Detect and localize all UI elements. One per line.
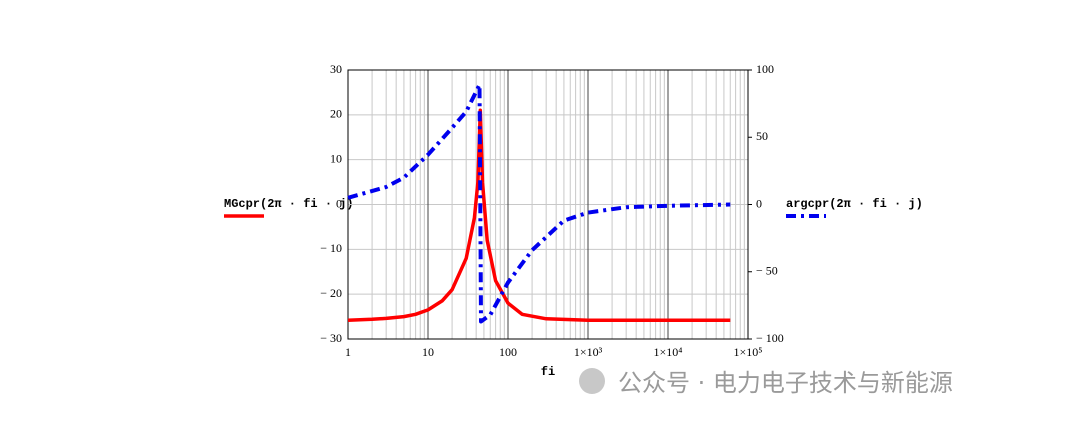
y-tick-label: − 10 (320, 241, 342, 255)
y-tick-label: 30 (330, 62, 342, 76)
y2-tick-label: 0 (756, 196, 762, 210)
y-tick-label: − 20 (320, 286, 342, 300)
y2-tick-label: − 100 (756, 331, 784, 345)
series-line (347, 108, 731, 322)
y2-tick-label: 100 (756, 62, 774, 76)
series-line (347, 82, 731, 324)
y-tick-label: 10 (330, 151, 342, 165)
x-tick-label: 10 (422, 345, 434, 359)
legend-label: MGcpr(2π · fi · j) (224, 197, 354, 211)
y-tick-label: 0 (336, 196, 342, 210)
y-tick-label: 20 (330, 107, 342, 121)
x-axis-label: fi (541, 365, 555, 379)
plot-frame (347, 69, 749, 340)
watermark-icon (579, 368, 605, 394)
x-tick-label: 1×10⁴ (654, 345, 683, 359)
y2-tick-label: 50 (756, 129, 768, 143)
watermark: 公众号 · 电力电子技术与新能源 (618, 369, 953, 397)
x-tick-label: 1×10⁵ (734, 345, 763, 359)
x-tick-label: 100 (499, 345, 517, 359)
legend-label: argcpr(2π · fi · j) (786, 197, 923, 211)
y-tick-label: − 30 (320, 331, 342, 345)
x-tick-label: 1×10³ (574, 345, 603, 359)
x-tick-label: 1 (345, 345, 351, 359)
y2-tick-label: − 50 (756, 264, 778, 278)
